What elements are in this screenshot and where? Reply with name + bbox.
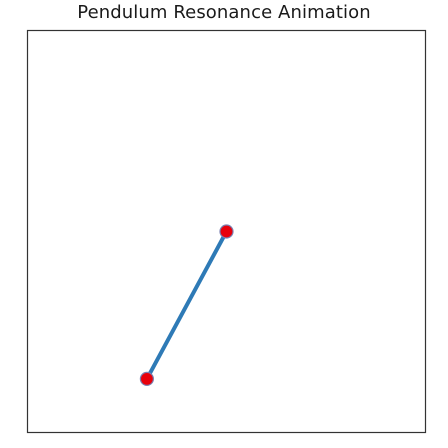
chart-title: Pendulum Resonance Animation	[77, 2, 371, 23]
pivot-point	[219, 224, 234, 239]
pendulum-rod	[144, 229, 229, 381]
pendulum-bob	[139, 371, 154, 386]
